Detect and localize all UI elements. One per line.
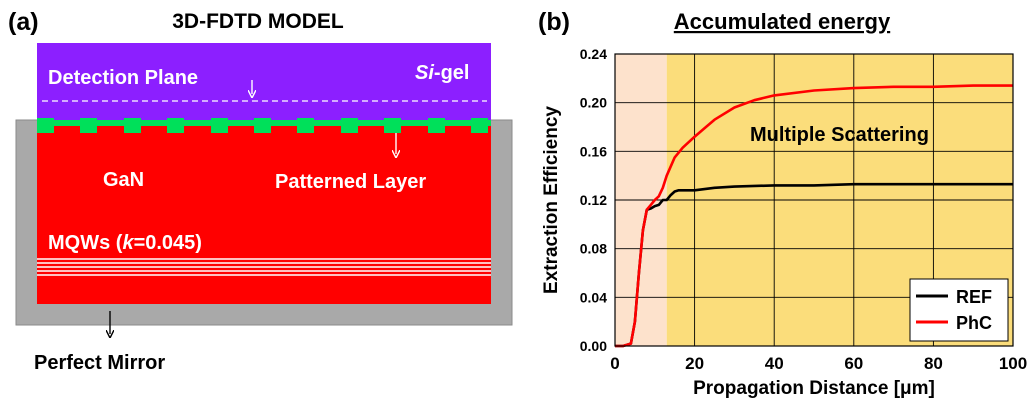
y-tick-label: 0.16 (580, 143, 607, 159)
gan-label: GaN (103, 169, 144, 191)
mqws-label: MQWs (k=0.045) (48, 232, 202, 254)
y-tick-label: 0.00 (580, 338, 607, 354)
y-tick-label: 0.08 (580, 241, 607, 257)
patterned-layer (37, 118, 491, 133)
panel-a-label: (a) (8, 8, 39, 36)
annotation-multiple-scattering: Multiple Scattering (750, 124, 929, 146)
x-tick-label: 60 (844, 354, 863, 373)
patterned-layer-label: Patterned Layer (275, 171, 426, 193)
plot-frame (614, 53, 1014, 347)
chart-title: Accumulated energy (674, 9, 891, 34)
x-tick-label: 40 (765, 354, 784, 373)
panel-b-label: (b) (538, 8, 570, 36)
legend-label-phc: PhC (956, 313, 992, 333)
legend-box (909, 278, 1009, 342)
series-line-phc (615, 84, 1013, 348)
y-tick-labels: 0.00 0.04 0.08 0.12 0.16 0.20 0.24 (580, 46, 607, 354)
panel-b: (b) Accumulated energy 0 20 40 60 80 100 0.00… (538, 8, 1027, 399)
y-axis-label: Extraction Efficiency (541, 106, 562, 294)
legend-label-ref: REF (956, 287, 992, 307)
x-tick-label: 80 (924, 354, 943, 373)
y-tick-label: 0.04 (580, 289, 607, 305)
y-tick-label: 0.20 (580, 95, 607, 111)
x-tick-label: 0 (610, 354, 619, 373)
gan-layer (37, 120, 491, 304)
perfect-mirror-label: Perfect Mirror (34, 352, 165, 374)
mqw-stripes (37, 258, 491, 276)
si-gel-layer (37, 43, 491, 120)
detection-plane-label: Detection Plane (48, 67, 198, 89)
panel-a: (a) 3D-FDTD MODEL (8, 8, 513, 374)
plot-series (615, 84, 1013, 348)
x-tick-label: 100 (999, 354, 1027, 373)
y-tick-label: 0.24 (580, 46, 607, 62)
x-tick-label: 20 (685, 354, 704, 373)
y-tick-label: 0.12 (580, 192, 607, 208)
panel-a-title: 3D-FDTD MODEL (172, 10, 344, 33)
si-gel-label: Si-gel (415, 62, 469, 84)
x-tick-labels: 0 20 40 60 80 100 (610, 354, 1027, 373)
legend: REF PhC (909, 278, 1009, 342)
x-axis-label: Propagation Distance [μm] (693, 378, 935, 399)
